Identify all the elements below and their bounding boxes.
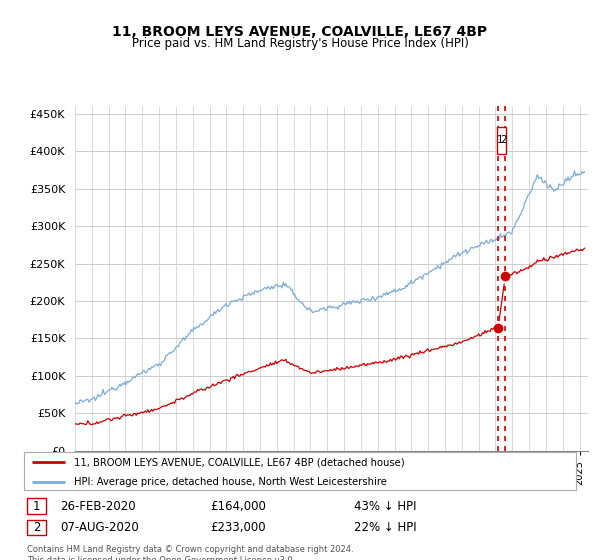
FancyBboxPatch shape [497,127,506,153]
Text: 07-AUG-2020: 07-AUG-2020 [60,521,139,534]
Text: 1: 1 [497,135,503,145]
Text: Contains HM Land Registry data © Crown copyright and database right 2024.
This d: Contains HM Land Registry data © Crown c… [27,545,353,560]
Text: 26-FEB-2020: 26-FEB-2020 [60,500,136,513]
Text: HPI: Average price, detached house, North West Leicestershire: HPI: Average price, detached house, Nort… [74,477,386,487]
Text: 2: 2 [500,135,506,145]
Text: £233,000: £233,000 [210,521,266,534]
Text: 43% ↓ HPI: 43% ↓ HPI [354,500,416,513]
Text: Price paid vs. HM Land Registry's House Price Index (HPI): Price paid vs. HM Land Registry's House … [131,37,469,50]
Text: £164,000: £164,000 [210,500,266,513]
Text: 2: 2 [33,521,40,534]
Text: 11, BROOM LEYS AVENUE, COALVILLE, LE67 4BP: 11, BROOM LEYS AVENUE, COALVILLE, LE67 4… [112,26,488,39]
Text: 1: 1 [33,500,40,513]
Text: 22% ↓ HPI: 22% ↓ HPI [354,521,416,534]
Text: 11, BROOM LEYS AVENUE, COALVILLE, LE67 4BP (detached house): 11, BROOM LEYS AVENUE, COALVILLE, LE67 4… [74,458,404,468]
